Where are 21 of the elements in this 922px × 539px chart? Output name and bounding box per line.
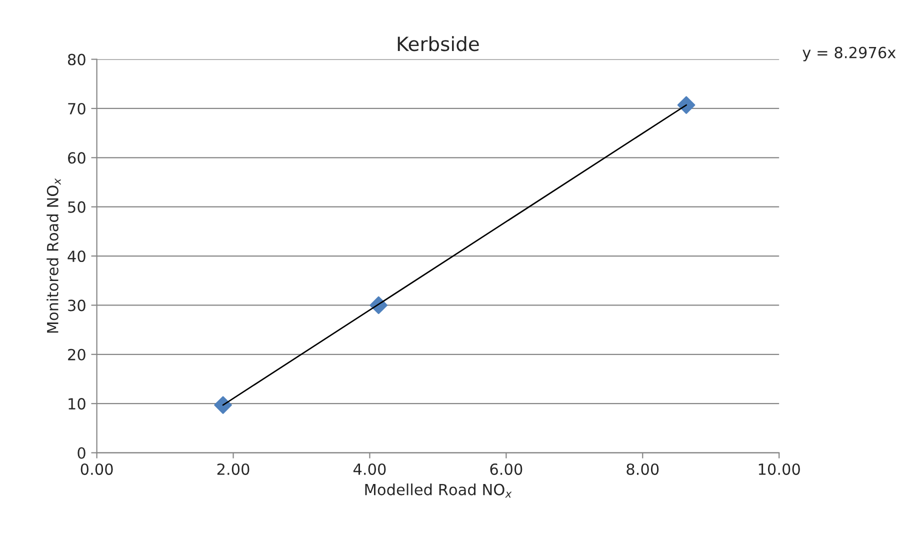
x-tick-label: 10.00 (758, 463, 800, 476)
point (677, 96, 696, 114)
x-tick-label: 2.00 (217, 463, 250, 476)
y-tick-label: 0 (78, 447, 86, 459)
y-tick-label: 60 (68, 152, 86, 164)
x-tick-label: 4.00 (353, 463, 386, 476)
y-tick-label: 30 (68, 300, 86, 312)
y-tick-label: 20 (68, 348, 86, 360)
y-axis-title: Monitored Road NO$_{x}$ (46, 178, 61, 333)
x-tick-label: 6.00 (490, 463, 522, 476)
point (214, 396, 232, 414)
x-tick-label: 8.00 (626, 463, 659, 476)
y-tick-label: 80 (68, 54, 86, 66)
y-tick-label: 40 (68, 250, 86, 262)
y-tick-label: 70 (68, 102, 86, 114)
x-tick-label: 0.00 (80, 463, 113, 476)
y-tick-label: 50 (68, 201, 86, 213)
text: y = 8.2976x (802, 46, 896, 62)
chart-title: Kerbside (398, 36, 479, 52)
x-axis-title: Modelled Road NO$_{x}$ (365, 484, 512, 498)
y-tick-label: 10 (68, 398, 86, 410)
